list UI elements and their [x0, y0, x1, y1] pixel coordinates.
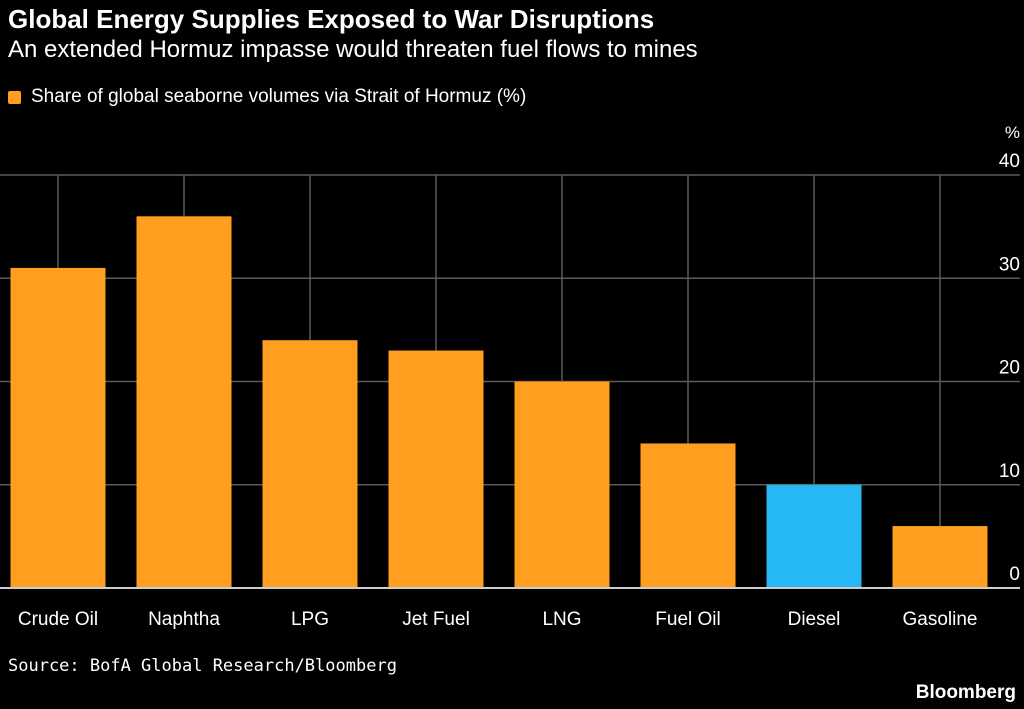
x-tick-label: LNG [542, 609, 581, 630]
bar-jet-fuel [388, 350, 484, 588]
bar-crude-oil [10, 267, 106, 588]
y-tick-label: 40 [999, 151, 1020, 172]
x-tick-label: Crude Oil [18, 609, 98, 630]
bar-fuel-oil [640, 443, 736, 588]
legend: Share of global seaborne volumes via Str… [8, 86, 526, 108]
x-tick-label: Diesel [788, 609, 841, 630]
y-tick-label: 10 [999, 461, 1020, 482]
x-tick-label: Jet Fuel [402, 609, 470, 630]
x-tick-label: LPG [291, 609, 329, 630]
legend-label: Share of global seaborne volumes via Str… [31, 86, 527, 107]
y-tick-label: 0 [1009, 564, 1020, 585]
y-tick-label: 20 [999, 358, 1020, 379]
x-tick-label: Naphtha [148, 609, 220, 630]
source-note: Source: BofA Global Research/Bloomberg [8, 656, 397, 676]
bloomberg-logo: Bloomberg [915, 682, 1016, 703]
legend-swatch [8, 90, 21, 104]
x-tick-label: Fuel Oil [655, 609, 720, 630]
x-tick-label: Gasoline [903, 609, 978, 630]
bar-gasoline [892, 526, 988, 588]
y-tick-label: 30 [999, 254, 1020, 275]
chart-subtitle: An extended Hormuz impasse would threate… [8, 36, 698, 63]
bar-diesel [766, 484, 862, 588]
bar-lpg [262, 340, 358, 588]
bar-naphtha [136, 216, 232, 589]
chart-title: Global Energy Supplies Exposed to War Di… [8, 4, 655, 34]
y-unit-label: % [1005, 123, 1020, 142]
bar-lng [514, 381, 610, 588]
